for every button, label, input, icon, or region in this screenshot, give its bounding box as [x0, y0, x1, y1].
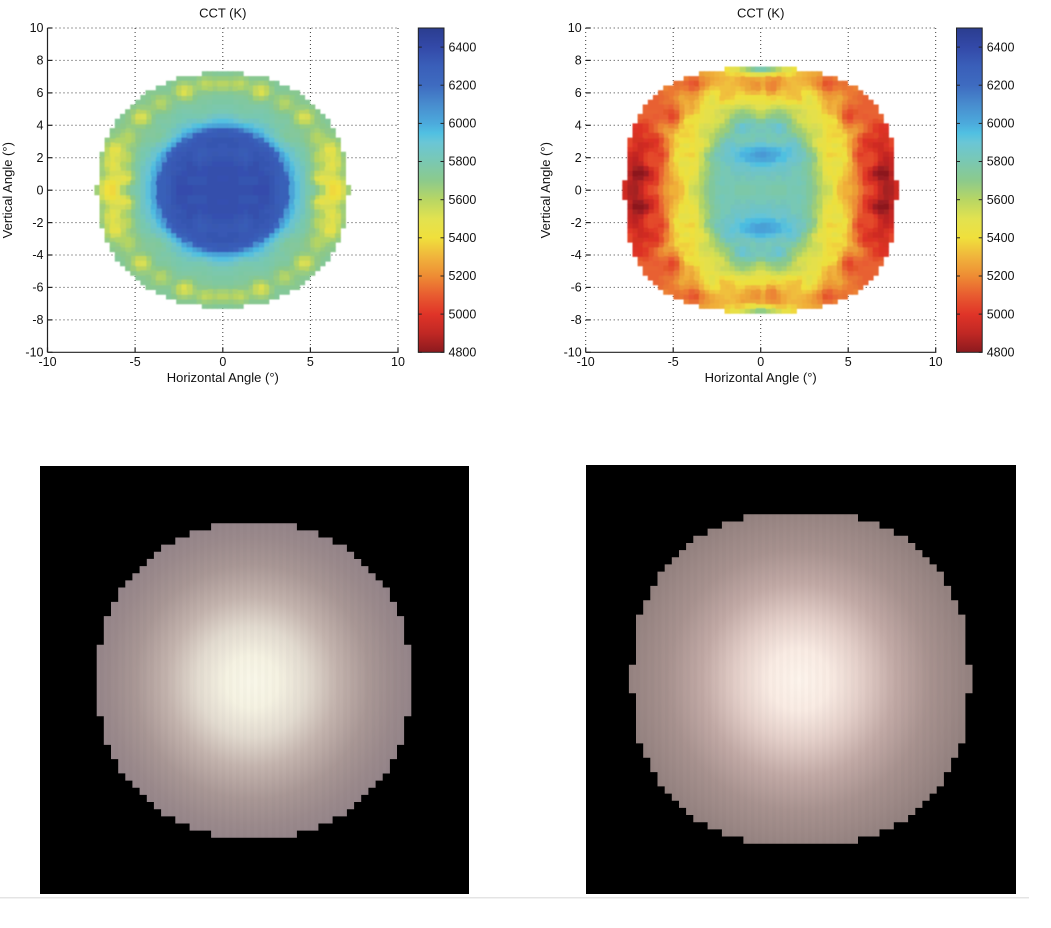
- svg-text:10: 10: [391, 355, 405, 369]
- svg-text:-6: -6: [571, 281, 582, 295]
- svg-text:4800: 4800: [987, 346, 1015, 360]
- svg-text:-4: -4: [32, 248, 43, 262]
- svg-text:5000: 5000: [449, 307, 477, 321]
- svg-text:Vertical Angle (°): Vertical Angle (°): [0, 142, 15, 238]
- svg-text:0: 0: [757, 355, 764, 369]
- svg-text:8: 8: [575, 54, 582, 68]
- svg-text:8: 8: [37, 54, 44, 68]
- svg-text:6200: 6200: [987, 78, 1015, 92]
- svg-text:-8: -8: [571, 313, 582, 327]
- svg-text:2: 2: [575, 151, 582, 165]
- svg-text:-8: -8: [32, 313, 43, 327]
- svg-text:5600: 5600: [449, 193, 477, 207]
- svg-text:-4: -4: [571, 248, 582, 262]
- svg-text:6400: 6400: [987, 40, 1015, 54]
- svg-text:Vertical Angle (°): Vertical Angle (°): [538, 142, 553, 238]
- svg-text:6400: 6400: [449, 40, 477, 54]
- svg-text:-2: -2: [32, 216, 43, 230]
- svg-text:4: 4: [37, 119, 44, 133]
- svg-text:5800: 5800: [987, 155, 1015, 169]
- svg-text:-10: -10: [38, 355, 56, 369]
- svg-text:CCT (K): CCT (K): [737, 6, 784, 21]
- svg-text:5800: 5800: [449, 155, 477, 169]
- svg-text:Horizontal Angle (°): Horizontal Angle (°): [705, 370, 817, 385]
- svg-text:5400: 5400: [449, 231, 477, 245]
- svg-text:-10: -10: [564, 346, 582, 360]
- svg-text:Horizontal Angle (°): Horizontal Angle (°): [167, 370, 279, 385]
- svg-text:0: 0: [37, 183, 44, 197]
- svg-text:5200: 5200: [987, 269, 1015, 283]
- svg-text:-6: -6: [32, 281, 43, 295]
- svg-text:6000: 6000: [449, 117, 477, 131]
- svg-text:10: 10: [929, 355, 943, 369]
- svg-text:5600: 5600: [987, 193, 1015, 207]
- svg-text:10: 10: [30, 21, 44, 35]
- svg-text:6: 6: [37, 86, 44, 100]
- svg-text:2: 2: [37, 151, 44, 165]
- svg-text:5000: 5000: [987, 307, 1015, 321]
- svg-text:10: 10: [568, 21, 582, 35]
- svg-text:0: 0: [575, 183, 582, 197]
- svg-text:-2: -2: [571, 216, 582, 230]
- svg-text:5400: 5400: [987, 231, 1015, 245]
- svg-text:6000: 6000: [987, 117, 1015, 131]
- svg-text:CCT (K): CCT (K): [199, 6, 246, 21]
- svg-text:6200: 6200: [449, 78, 477, 92]
- svg-text:-5: -5: [668, 355, 679, 369]
- svg-text:-10: -10: [25, 346, 43, 360]
- svg-text:5: 5: [307, 355, 314, 369]
- svg-text:5200: 5200: [449, 269, 477, 283]
- svg-text:4: 4: [575, 119, 582, 133]
- svg-text:-10: -10: [577, 355, 595, 369]
- svg-text:-5: -5: [130, 355, 141, 369]
- svg-text:4800: 4800: [449, 346, 477, 360]
- svg-text:6: 6: [575, 86, 582, 100]
- svg-text:5: 5: [845, 355, 852, 369]
- svg-text:0: 0: [219, 355, 226, 369]
